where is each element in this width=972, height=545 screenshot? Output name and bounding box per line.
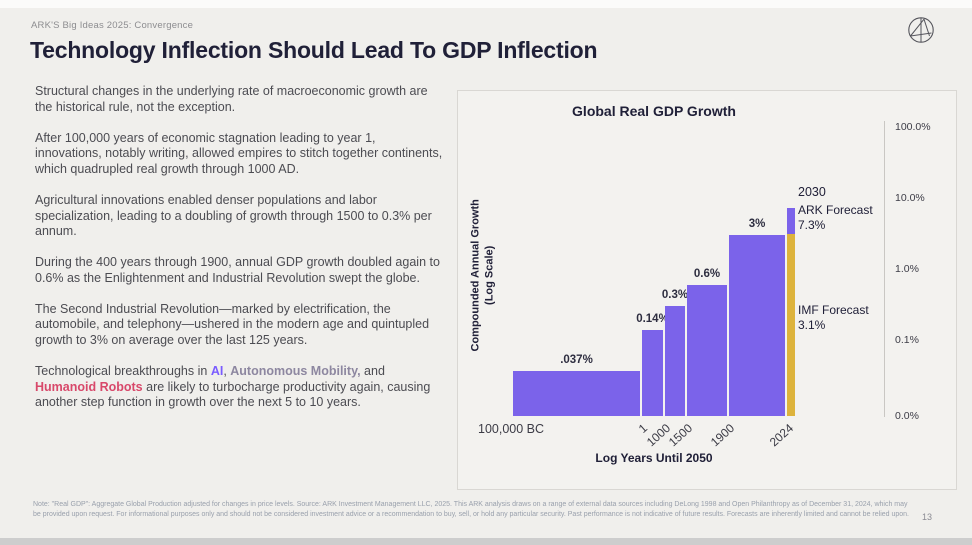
deck-breadcrumb: ARK'S Big Ideas 2025: Convergence bbox=[31, 20, 194, 31]
y-axis-tick: 100.0% bbox=[895, 121, 931, 133]
bar-value-label: 0.14% bbox=[636, 312, 669, 325]
footnote: Note: "Real GDP": Aggregate Global Produ… bbox=[33, 501, 909, 518]
annotation-ark-forecast-label: ARK Forecast bbox=[798, 203, 873, 217]
plot-area: .037% 0.14% 0.3% 0.6% 3% 100.0% 10.0% 1.0% 0.1% 0… bbox=[458, 91, 958, 491]
p6-sep1: , bbox=[223, 363, 231, 378]
p6-prefix: Technological breakthroughs in bbox=[35, 363, 211, 378]
x-axis-tick: 1900 bbox=[708, 421, 738, 450]
humanoid-robots-highlight: Humanoid Robots bbox=[35, 379, 143, 394]
bar-value-label: .037% bbox=[560, 353, 593, 366]
body-paragraph-3: Agricultural innovations enabled denser … bbox=[35, 192, 432, 239]
x-axis-tick: 2024 bbox=[767, 421, 797, 450]
y-axis-tick: 0.1% bbox=[895, 334, 919, 346]
page-number: 13 bbox=[922, 512, 933, 522]
top-strip bbox=[0, 0, 972, 8]
chart-title: Global Real GDP Growth bbox=[572, 103, 736, 119]
annotation-imf-forecast-label: IMF Forecast bbox=[798, 303, 869, 317]
body-paragraph-2: After 100,000 years of economic stagnati… bbox=[35, 130, 443, 177]
annotation-imf-forecast-value: 3.1% bbox=[798, 318, 826, 332]
y-axis-tick: 10.0% bbox=[895, 192, 925, 204]
bar-value-label: 3% bbox=[748, 218, 766, 231]
x-axis-label: Log Years Until 2050 bbox=[595, 451, 713, 465]
bar-value-label: 0.3% bbox=[661, 289, 689, 302]
autonomous-mobility-highlight: Autonomous Mobility, bbox=[230, 363, 361, 378]
y-axis-tick: 0.0% bbox=[895, 410, 919, 422]
right-axis-line bbox=[884, 121, 885, 417]
page-title: Technology Inflection Should Lead To GDP… bbox=[30, 37, 598, 63]
gdp-bar bbox=[665, 306, 685, 416]
gdp-bar bbox=[687, 284, 727, 416]
body-paragraph-1: Structural changes in the underlying rat… bbox=[35, 84, 428, 114]
body-paragraph-6: Technological breakthroughs in AI, Auton… bbox=[35, 364, 445, 411]
bar-value-label: 0.6% bbox=[693, 267, 721, 280]
annotation-2030: 2030 bbox=[798, 185, 826, 199]
annotation-ark-forecast-value: 7.3% bbox=[798, 218, 826, 232]
x-axis-tick: 1500 bbox=[666, 421, 696, 450]
gdp-bar bbox=[787, 234, 795, 416]
gdp-bar bbox=[729, 235, 785, 416]
ark-logo-icon bbox=[906, 15, 936, 45]
body-paragraph-5: The Second Industrial Revolution—marked … bbox=[35, 301, 430, 348]
gdp-growth-chart: Global Real GDP Growth Compounded Annual… bbox=[457, 90, 957, 490]
p6-sep2: and bbox=[360, 363, 385, 378]
p6-suffix: are likely to turbocharge productivity a… bbox=[35, 379, 431, 410]
body-paragraph-4: During the 400 years through 1900, annua… bbox=[35, 255, 440, 285]
x-axis-tick: 100,000 BC bbox=[478, 422, 545, 436]
body-text-column: Structural changes in the underlying rat… bbox=[35, 84, 445, 426]
y-axis-tick: 1.0% bbox=[895, 263, 919, 275]
gdp-bar bbox=[642, 329, 663, 416]
ai-highlight: AI bbox=[210, 363, 224, 378]
gdp-bar bbox=[513, 370, 640, 416]
bottom-strip bbox=[0, 538, 972, 545]
